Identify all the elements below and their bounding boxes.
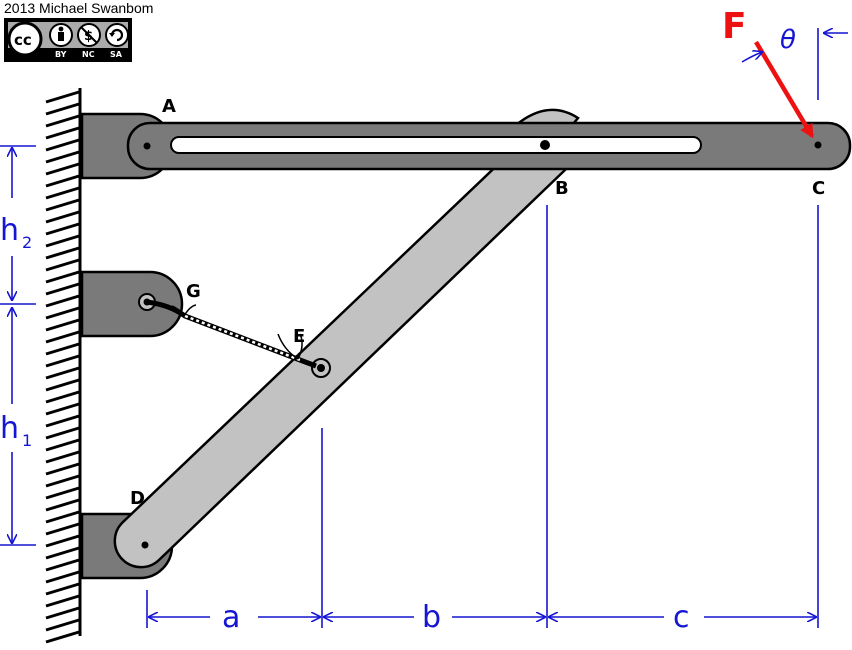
svg-text:$: $ — [84, 29, 93, 44]
svg-text:cc: cc — [14, 31, 32, 49]
by-icon — [49, 23, 73, 47]
label-angle-theta: θ — [780, 25, 796, 55]
hatch-mark — [45, 426, 80, 440]
pin-A — [143, 142, 151, 150]
credit-text: 2013 Michael Swanbom — [4, 0, 154, 16]
label-point-G: G — [186, 281, 201, 302]
sa-icon — [105, 23, 129, 47]
hatch-mark — [45, 354, 80, 368]
dimension-b: b — [324, 600, 545, 635]
hatch-mark — [45, 246, 80, 260]
pin-C — [814, 141, 822, 149]
hatch-mark — [45, 234, 80, 248]
hatch-mark — [45, 198, 80, 212]
label-dimension-h2-subscript: 2 — [22, 233, 32, 252]
label-point-A: A — [162, 96, 176, 117]
hatch-mark — [45, 582, 80, 596]
hatch-mark — [45, 102, 80, 116]
bracket-G — [80, 270, 184, 338]
license-term-nc: NC — [82, 50, 95, 59]
dimension-h2: h 2 — [0, 145, 36, 300]
hatch-mark — [45, 318, 80, 332]
hatch-mark — [45, 498, 80, 512]
member-DB — [113, 108, 580, 569]
hatch-mark — [45, 258, 80, 272]
hatch-mark — [45, 162, 80, 176]
hatch-mark — [45, 558, 80, 572]
hatch-mark — [45, 378, 80, 392]
hatch-mark — [45, 630, 80, 644]
hatch-mark — [45, 342, 80, 356]
rope-GE — [146, 299, 317, 369]
dimension-h1: h 1 — [0, 308, 36, 546]
hatch-mark — [45, 222, 80, 236]
hatch-mark — [45, 126, 80, 140]
pin-B — [540, 140, 550, 150]
hatch-mark — [45, 270, 80, 284]
hatch-mark — [45, 534, 80, 548]
label-point-D: D — [130, 488, 145, 509]
hatch-mark — [45, 510, 80, 524]
hatch-mark — [45, 138, 80, 152]
license-term-sa: SA — [110, 50, 123, 59]
force-F: F — [722, 6, 814, 139]
hatch-mark — [45, 150, 80, 164]
hatch-mark — [45, 570, 80, 584]
label-dimension-b: b — [422, 600, 441, 635]
hatch-mark — [45, 330, 80, 344]
hatch-mark — [45, 210, 80, 224]
label-dimension-a: a — [222, 600, 240, 635]
wall-hatching — [45, 90, 80, 644]
label-point-C: C — [812, 178, 825, 199]
hatch-mark — [45, 546, 80, 560]
hatch-mark — [45, 186, 80, 200]
dimension-c: c — [549, 600, 816, 635]
hatch-mark — [45, 402, 80, 416]
hatch-mark — [45, 606, 80, 620]
label-dimension-h1-subscript: 1 — [22, 431, 32, 450]
label-dimension-h2: h — [0, 213, 19, 248]
hatch-mark — [45, 90, 80, 104]
hatch-mark — [45, 282, 80, 296]
hatch-mark — [45, 462, 80, 476]
hatch-mark — [45, 390, 80, 404]
hatch-mark — [45, 522, 80, 536]
hatch-mark — [45, 306, 80, 320]
cc-icon: cc — [7, 21, 43, 57]
member-AC — [126, 121, 852, 171]
hatch-mark — [45, 294, 80, 308]
license-term-by: BY — [55, 50, 67, 59]
label-force-F: F — [722, 6, 747, 47]
hatch-mark — [45, 486, 80, 500]
hatch-mark — [45, 366, 80, 380]
hatch-mark — [45, 414, 80, 428]
angle-theta: θ — [741, 25, 848, 63]
pin-D — [141, 541, 149, 549]
label-point-B: B — [555, 178, 569, 199]
cc-license-badge: cc $ BY NC SA — [4, 18, 132, 62]
hatch-mark — [45, 438, 80, 452]
nc-icon: $ — [77, 23, 101, 47]
label-point-E: E — [293, 326, 305, 347]
hatch-mark — [45, 594, 80, 608]
eyelet-E — [311, 358, 331, 378]
hatch-mark — [45, 474, 80, 488]
hatch-mark — [45, 618, 80, 632]
hatch-mark — [45, 450, 80, 464]
hatch-mark — [45, 174, 80, 188]
wall — [45, 88, 82, 644]
hatch-mark — [45, 114, 80, 128]
dimension-a: a — [149, 600, 320, 635]
label-dimension-h1: h — [0, 411, 19, 446]
label-dimension-c: c — [673, 600, 690, 635]
reference-lines — [146, 28, 819, 628]
